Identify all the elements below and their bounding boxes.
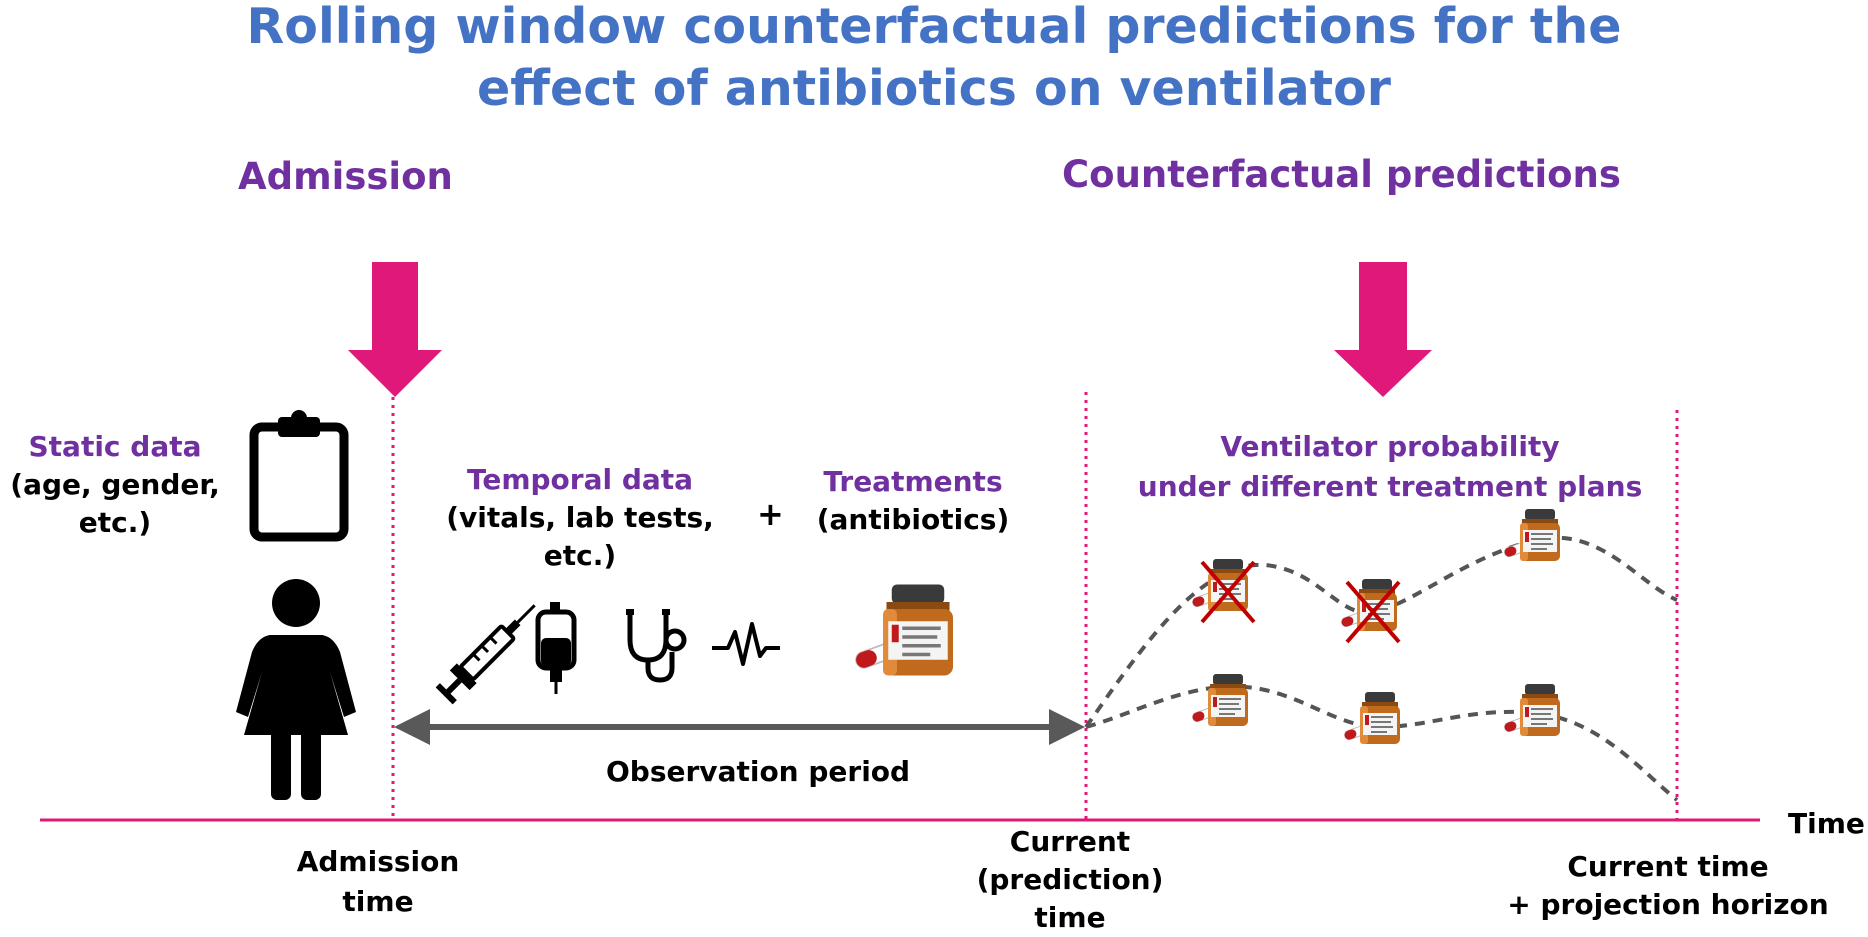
- temporal-data-label: Temporal data (vitals, lab tests, etc.): [440, 461, 720, 575]
- treatments-title: Treatments: [823, 465, 1003, 498]
- current-time-line-3: time: [1034, 901, 1106, 934]
- current-time-line-1: Current: [1009, 825, 1131, 858]
- ventilator-label: Ventilator probability under different t…: [1110, 427, 1670, 507]
- ventilator-line-2: under different treatment plans: [1137, 470, 1643, 503]
- stethoscope-icon: [626, 609, 687, 683]
- time-axis-label: Time: [1788, 807, 1865, 840]
- clipboard-icon: [249, 410, 349, 542]
- observation-period-arrow: [394, 709, 1085, 745]
- treatments-line-1: (antibiotics): [816, 503, 1010, 536]
- current-time-line-2: (prediction): [976, 863, 1164, 896]
- horizon-time-label: Current time + projection horizon: [1478, 848, 1858, 924]
- woman-icon: [236, 579, 356, 800]
- current-time-label: Current (prediction) time: [960, 823, 1180, 937]
- heartbeat-icon: [712, 622, 780, 666]
- admission-time-line-1: Admission: [296, 845, 460, 878]
- upper-bottle-3: [1502, 508, 1561, 562]
- static-data-line-1: (age, gender,: [10, 468, 220, 501]
- admission-time-label: Admission time: [268, 842, 488, 922]
- static-data-title: Static data: [28, 430, 202, 463]
- observation-period-label: Observation period: [606, 755, 911, 788]
- plus-sign: +: [757, 495, 784, 533]
- temporal-data-title: Temporal data: [466, 463, 694, 496]
- title-line-1: Rolling window counterfactual prediction…: [246, 0, 1622, 55]
- ventilator-line-1: Ventilator probability: [1220, 430, 1560, 463]
- horizon-time-line-1: Current time: [1567, 850, 1769, 883]
- title-line-2: effect of antibiotics on ventilator: [477, 60, 1391, 117]
- temporal-data-line-2: etc.): [543, 539, 617, 572]
- iv-bag-icon: [535, 602, 577, 694]
- counterfactual-heading: Counterfactual predictions: [1062, 153, 1621, 196]
- admission-time-line-2: time: [342, 885, 414, 918]
- admission-arrow: [348, 262, 442, 397]
- syringe-icon: [435, 604, 536, 705]
- static-data-line-2: etc.): [78, 506, 152, 539]
- lower-bottle-2: [1342, 691, 1401, 745]
- admission-heading: Admission: [238, 155, 453, 198]
- static-data-label: Static data (age, gender, etc.): [0, 428, 230, 542]
- treatments-label: Treatments (antibiotics): [808, 463, 1018, 539]
- horizon-time-line-2: + projection horizon: [1507, 888, 1829, 921]
- pill-bottle-icon: [852, 583, 954, 677]
- lower-bottle-1: [1190, 673, 1249, 727]
- counterfactual-arrow: [1334, 262, 1432, 397]
- prediction-curve-upper: [1084, 535, 1678, 729]
- temporal-data-line-1: (vitals, lab tests,: [446, 501, 714, 534]
